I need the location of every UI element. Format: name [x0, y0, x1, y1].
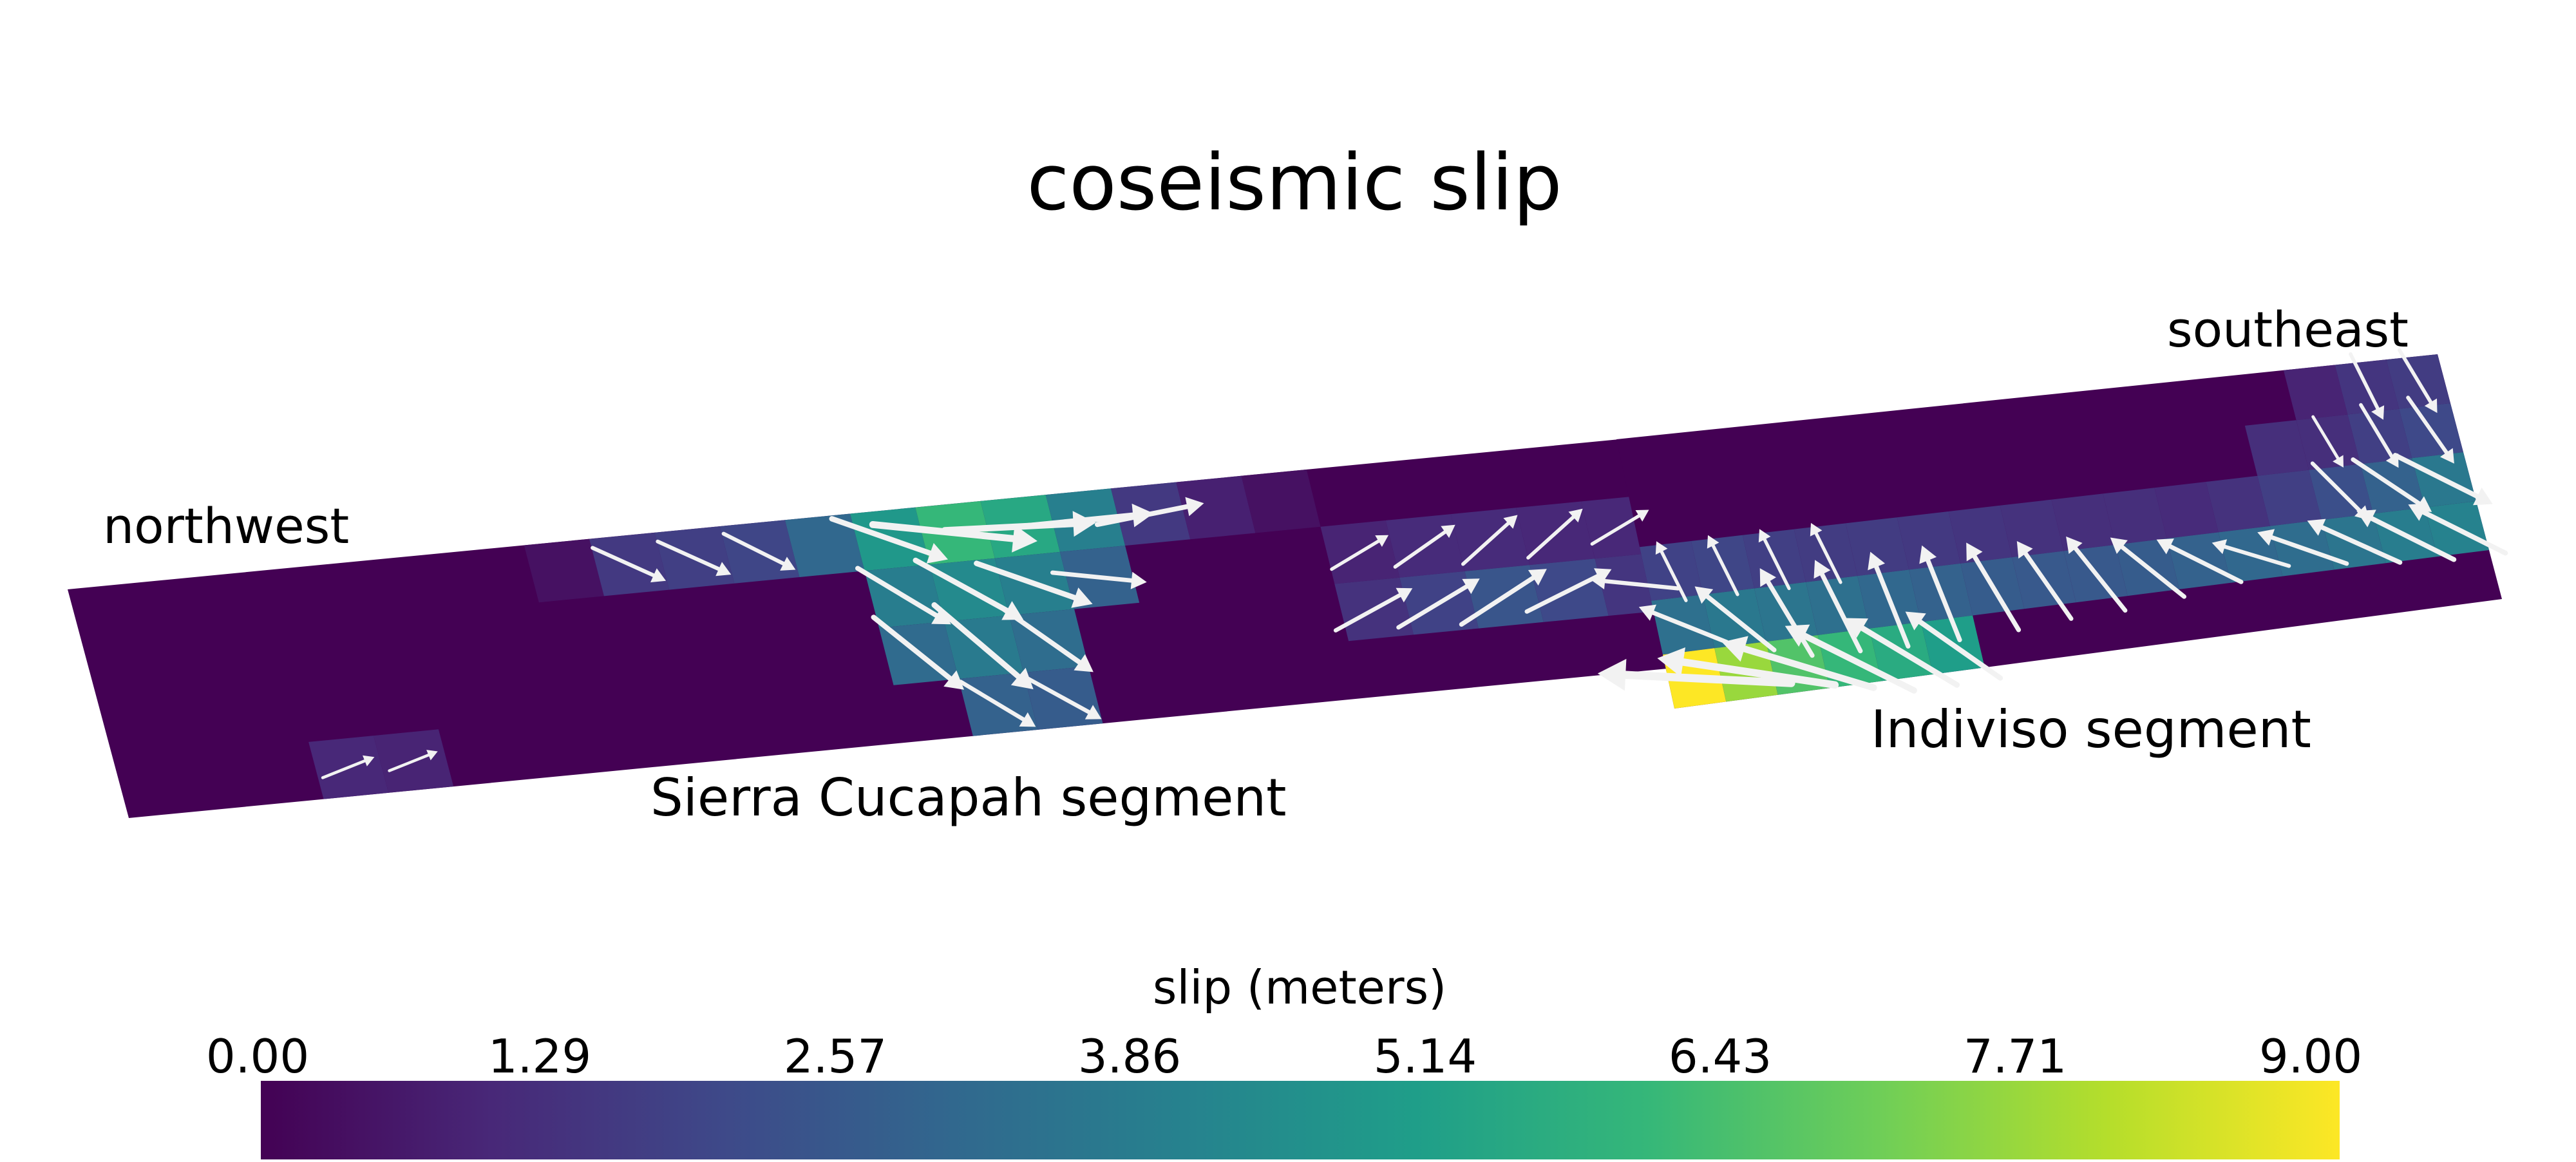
slip-vector-arrow — [1526, 508, 1583, 560]
label-northwest: northwest — [103, 497, 349, 555]
colorbar-ticks: 0.00 1.29 2.57 3.86 5.14 6.43 7.71 9.00 — [206, 1029, 2362, 1083]
slip-vector-arrow — [1591, 573, 1680, 591]
slip-vector-arrow — [1461, 515, 1518, 566]
slip-vector-arrow — [2257, 529, 2349, 566]
slip-vector-arrow — [2356, 510, 2457, 562]
slip-vector-arrow — [1759, 568, 1815, 658]
slip-vector-arrow — [2110, 537, 2187, 599]
slip-vector-arrow — [1393, 524, 1455, 569]
slip-vector-arrow — [1001, 607, 1094, 672]
colorbar-tick-label: 6.43 — [1669, 1029, 1772, 1083]
slip-vector-arrow — [871, 614, 964, 690]
slip-cell — [2206, 475, 2270, 533]
slip-vector-arrow — [1095, 497, 1204, 528]
slip-vector-arrow — [1814, 560, 1863, 654]
slip-vector-arrow — [931, 602, 1034, 690]
slip-vector-arrow — [1459, 569, 1547, 627]
slip-cell — [2244, 420, 2309, 476]
slip-vector-arrow — [2406, 395, 2454, 464]
colorbar-tick-label: 1.29 — [488, 1029, 591, 1083]
label-sierra-cucapah-segment: Sierra Cucapah segment — [650, 768, 1286, 828]
slip-vector-arrow — [1597, 658, 1795, 691]
slip-cell — [2283, 365, 2348, 421]
slip-vector-arrow — [2156, 538, 2244, 584]
slip-vector-arrow — [1868, 551, 1911, 649]
slip-vector-arrow — [2398, 348, 2438, 414]
slip-vector-arrow — [1966, 542, 2022, 633]
slip-cell — [1176, 475, 1256, 540]
slip-cell — [2257, 470, 2322, 526]
colorbar-title: slip (meters) — [1153, 960, 1446, 1014]
slip-vector-arrow — [656, 539, 732, 576]
slip-vector-arrow — [1845, 618, 1960, 688]
slip-vector-arrow — [721, 531, 796, 571]
slip-vector-arrow — [1758, 529, 1791, 591]
figure-title: coseismic slip — [1027, 138, 1562, 228]
slip-vector-arrow — [1333, 587, 1413, 633]
slip-vector-arrow — [2349, 352, 2385, 420]
colorbar-bar — [261, 1081, 2340, 1159]
slip-cell — [1241, 470, 1321, 533]
slip-vector-arrow — [913, 557, 1024, 620]
colorbar-tick-label: 2.57 — [784, 1029, 887, 1083]
slip-vector-arrow — [1721, 636, 1877, 691]
slip-cell — [2154, 482, 2219, 538]
slip-vector-arrow — [2307, 519, 2403, 565]
slip-vector-arrow — [855, 566, 951, 625]
slip-vector-arrow — [2211, 539, 2291, 568]
slip-vector-arrow — [1810, 522, 1842, 584]
slip-cell — [1948, 505, 2012, 564]
slip-vector-arrow — [2408, 503, 2508, 556]
slip-vector-arrow — [1919, 545, 1962, 643]
slip-vector-arrow — [1785, 624, 1917, 694]
slip-vector-arrow — [1590, 510, 1649, 546]
slip-vector-arrow — [2016, 541, 2074, 621]
slip-vector-arrow — [1694, 586, 1777, 652]
slip-vector-layer — [321, 348, 2508, 779]
slip-cell — [2000, 499, 2064, 558]
slip-cell — [524, 538, 604, 603]
colorbar-tick-label: 9.00 — [2259, 1029, 2362, 1083]
slip-vector-arrow — [1050, 570, 1147, 589]
colorbar: slip (meters) 0.00 1.29 2.57 3.86 5.14 6.43 7.… — [206, 960, 2362, 1159]
slip-vector-arrow — [1657, 647, 1839, 689]
slip-vector-arrow — [2311, 415, 2344, 468]
colorbar-tick-label: 5.14 — [1374, 1029, 1477, 1083]
slip-vector-arrow — [1707, 535, 1739, 596]
slip-vector-arrow — [2066, 536, 2128, 613]
slip-vector-arrow — [829, 516, 948, 564]
colorbar-tick-label: 3.86 — [1078, 1029, 1181, 1083]
slip-vector-arrow — [321, 755, 375, 779]
slip-vector-arrow — [1023, 674, 1102, 719]
slip-cell — [784, 513, 865, 577]
slip-vector-arrow — [958, 680, 1036, 727]
slip-vector-arrow — [1396, 578, 1480, 630]
slip-vector-arrow — [1905, 611, 2003, 681]
slip-cell — [1845, 517, 1909, 576]
slip-vector-arrow — [974, 560, 1093, 608]
slip-cell — [1897, 511, 1961, 570]
slip-cell — [2103, 488, 2167, 545]
slip-vector-arrow — [1330, 535, 1389, 571]
slip-vector-arrow — [2392, 453, 2493, 506]
fault-plane-sierra-cucapah — [68, 438, 1687, 818]
label-indiviso-segment: Indiviso segment — [1871, 700, 2311, 759]
colorbar-tick-label: 0.00 — [206, 1029, 309, 1083]
colorbar-tick-label: 7.71 — [1964, 1029, 2067, 1083]
slip-vector-arrow — [1655, 541, 1688, 602]
slip-vector-arrow — [1638, 604, 1729, 645]
slip-vector-arrow — [591, 546, 667, 583]
label-southeast: southeast — [2167, 301, 2409, 358]
slip-vector-arrow — [388, 750, 438, 772]
slip-cell — [2051, 493, 2116, 551]
